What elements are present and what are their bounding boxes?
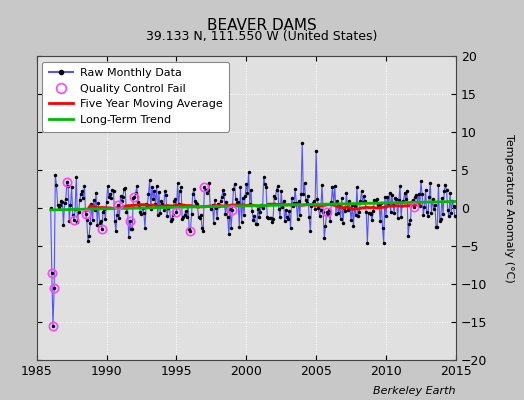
Text: Berkeley Earth: Berkeley Earth [374,386,456,396]
Y-axis label: Temperature Anomaly (°C): Temperature Anomaly (°C) [504,134,514,282]
Text: 39.133 N, 111.550 W (United States): 39.133 N, 111.550 W (United States) [146,30,378,43]
Legend: Raw Monthly Data, Quality Control Fail, Five Year Moving Average, Long-Term Tren: Raw Monthly Data, Quality Control Fail, … [42,62,230,132]
Text: BEAVER DAMS: BEAVER DAMS [207,18,317,33]
